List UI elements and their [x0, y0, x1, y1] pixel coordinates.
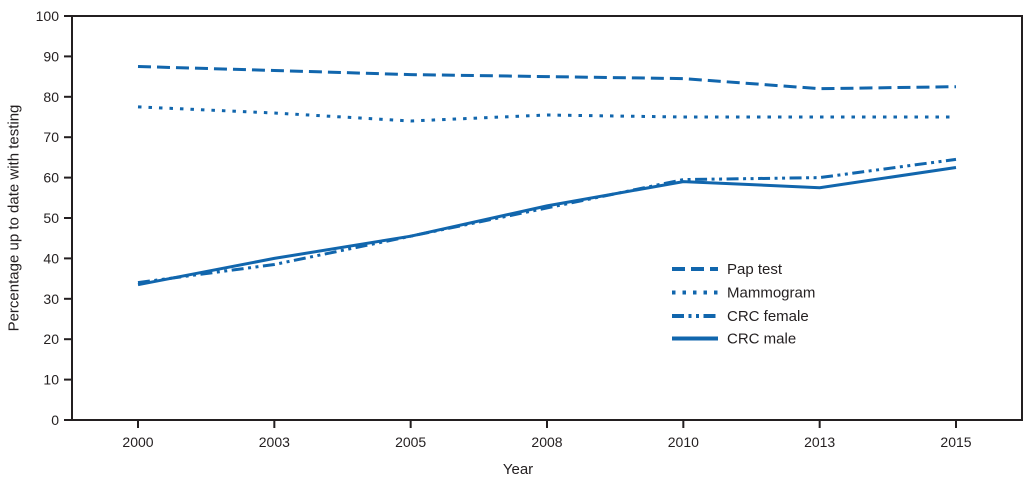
- x-tick-label: 2010: [668, 434, 699, 450]
- x-axis-title: Year: [502, 461, 534, 478]
- series-line-crc-male: [137, 166, 957, 287]
- y-tick-label: 100: [36, 8, 60, 24]
- y-tick-label: 20: [43, 331, 59, 347]
- legend-label: CRC male: [727, 331, 796, 348]
- y-axis-title: Percentage up to date with testing: [5, 104, 23, 332]
- series-line-pap-test: [137, 65, 957, 91]
- legend-label: Pap test: [727, 261, 783, 278]
- series-line-mammogram: [137, 105, 956, 123]
- series-line-crc-female: [137, 157, 957, 285]
- y-tick-label: 10: [43, 372, 59, 388]
- x-tick-label: 2005: [395, 434, 426, 450]
- x-tick-label: 2013: [804, 434, 835, 450]
- x-tick-label: 2008: [531, 434, 562, 450]
- y-tick-label: 40: [43, 250, 59, 266]
- x-tick-label: 2015: [940, 434, 971, 450]
- y-tick-label: 90: [43, 48, 59, 64]
- y-tick-label: 80: [43, 89, 59, 105]
- legend-item: Mammogram: [672, 285, 815, 302]
- y-tick-label: 70: [43, 129, 59, 145]
- legend-item: Pap test: [672, 261, 783, 278]
- y-tick-label: 60: [43, 170, 59, 186]
- y-tick-label: 30: [43, 291, 59, 307]
- x-tick-label: 2003: [259, 434, 290, 450]
- y-tick-label: 0: [51, 412, 59, 428]
- legend-item: CRC male: [672, 331, 796, 348]
- y-tick-label: 50: [43, 210, 59, 226]
- legend-label: Mammogram: [727, 285, 815, 302]
- legend-label: CRC female: [727, 308, 809, 325]
- x-tick-label: 2000: [122, 434, 153, 450]
- legend-item: CRC female: [672, 308, 809, 325]
